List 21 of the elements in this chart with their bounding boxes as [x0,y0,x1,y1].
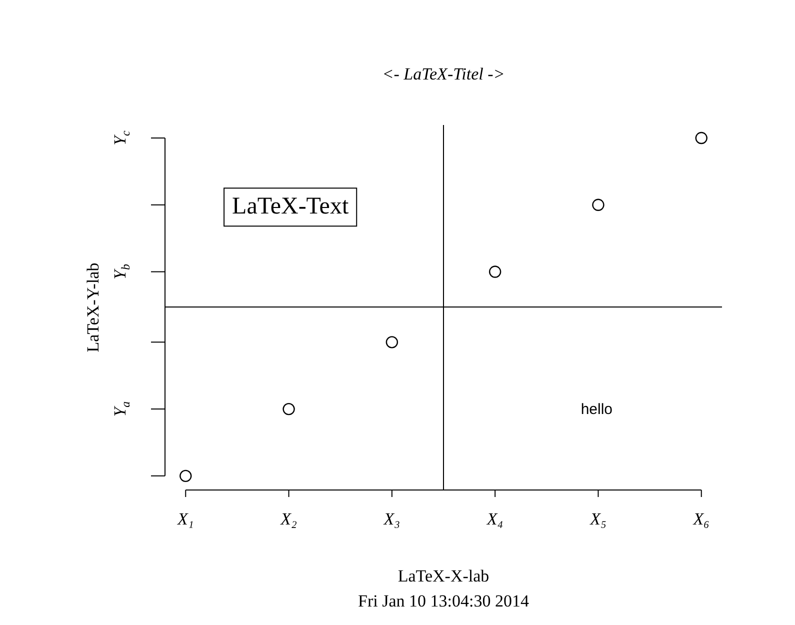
x-tick-label: X₄ [486,509,504,528]
x-tick-label: X₆ [692,509,710,528]
point [592,198,604,211]
annotation: hello [580,400,613,418]
text: Yc [110,130,132,146]
text: Ya [110,401,132,417]
y-axis-title: LaTeX-Y-lab [83,262,102,352]
x-tick-label: X₂ [280,509,298,528]
point [180,470,192,482]
x-tick-label: X₁ [176,509,194,528]
point [386,336,398,348]
annotation: LaTeX-Text [232,193,349,220]
text: Yb [110,264,132,280]
point [695,132,708,144]
point [282,402,295,416]
x-tick-label: X₅ [589,509,606,528]
x-tick-label: X₃ [382,509,400,528]
x-axis-title: LaTeX-X-lab [398,566,490,586]
chart-title: <- LaTeX-Titel -> [382,64,505,84]
point [488,266,502,278]
text: Fri Jan 10 13:04:30 2014 [358,591,530,610]
